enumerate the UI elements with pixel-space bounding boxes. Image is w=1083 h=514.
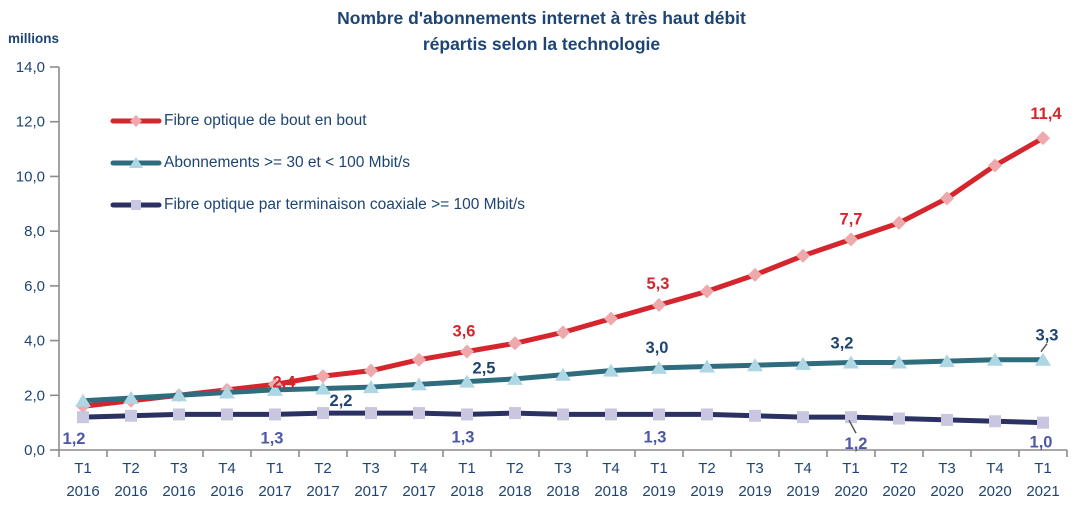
series-2-markers xyxy=(77,407,1049,429)
svg-text:T3: T3 xyxy=(170,460,188,477)
series-0-markers xyxy=(76,131,1050,414)
svg-text:1,3: 1,3 xyxy=(644,428,667,446)
svg-text:T3: T3 xyxy=(554,460,572,477)
legend-swatch-triangle-icon xyxy=(110,157,162,168)
svg-text:6,0: 6,0 xyxy=(24,278,45,295)
svg-text:14,0: 14,0 xyxy=(16,59,45,76)
series-1-markers xyxy=(75,352,1051,407)
legend-label: Fibre optique de bout en bout xyxy=(164,112,367,129)
svg-text:2017: 2017 xyxy=(258,483,291,500)
svg-text:2020: 2020 xyxy=(834,483,867,500)
legend-item-fibre-optique: Fibre optique de bout en bout xyxy=(110,112,525,130)
svg-text:2018: 2018 xyxy=(498,483,531,500)
svg-text:2018: 2018 xyxy=(546,483,579,500)
svg-text:T4: T4 xyxy=(218,460,236,477)
svg-text:T2: T2 xyxy=(506,460,524,477)
svg-text:1,2: 1,2 xyxy=(63,430,86,448)
svg-text:2020: 2020 xyxy=(882,483,915,500)
svg-text:2,5: 2,5 xyxy=(473,360,496,378)
svg-text:8,0: 8,0 xyxy=(24,223,45,240)
svg-text:3,2: 3,2 xyxy=(831,334,854,352)
svg-text:2021: 2021 xyxy=(1026,483,1059,500)
legend-swatch-square-icon xyxy=(110,200,162,210)
svg-text:2,0: 2,0 xyxy=(24,387,45,404)
data-labels: 2,4 3,6 5,3 7,7 11,4 2,2 2,5 3,0 3,2 3,3 1,2 1,3 1,3… xyxy=(63,105,1063,453)
svg-text:T2: T2 xyxy=(314,460,332,477)
svg-text:T3: T3 xyxy=(362,460,380,477)
chart-title-line1: Nombre d'abonnements internet à très hau… xyxy=(337,8,746,28)
svg-text:2019: 2019 xyxy=(738,483,771,500)
legend-item-abonnements-30-100: Abonnements >= 30 et < 100 Mbit/s xyxy=(110,154,525,172)
svg-text:T1: T1 xyxy=(842,460,860,477)
svg-text:2020: 2020 xyxy=(978,483,1011,500)
legend-label: Fibre optique par terminaison coaxiale >… xyxy=(164,196,526,213)
y-axis-unit-label: millions xyxy=(8,31,60,46)
svg-text:2,4: 2,4 xyxy=(273,373,297,391)
svg-text:T1: T1 xyxy=(1034,460,1052,477)
svg-text:1,3: 1,3 xyxy=(261,429,284,447)
svg-text:T4: T4 xyxy=(986,460,1004,477)
axes xyxy=(58,67,1067,451)
legend-label: Abonnements >= 30 et < 100 Mbit/s xyxy=(164,154,411,171)
svg-text:T1: T1 xyxy=(74,460,92,477)
svg-text:2016: 2016 xyxy=(66,483,99,500)
svg-text:2018: 2018 xyxy=(594,483,627,500)
svg-text:2019: 2019 xyxy=(786,483,819,500)
svg-text:0,0: 0,0 xyxy=(24,442,45,459)
svg-text:7,7: 7,7 xyxy=(840,210,863,228)
svg-text:2017: 2017 xyxy=(306,483,339,500)
svg-text:10,0: 10,0 xyxy=(16,168,45,185)
svg-text:5,3: 5,3 xyxy=(647,275,670,293)
svg-text:3,6: 3,6 xyxy=(453,323,476,341)
svg-text:2019: 2019 xyxy=(690,483,723,500)
legend-item-terminaison-coaxiale: Fibre optique par terminaison coaxiale >… xyxy=(110,196,525,214)
svg-text:2019: 2019 xyxy=(642,483,675,500)
svg-text:3,0: 3,0 xyxy=(646,339,669,357)
svg-text:1,2: 1,2 xyxy=(845,435,868,453)
y-axis-ticks: 0,0 2,0 4,0 6,0 8,0 10,0 12,0 14,0 xyxy=(16,59,59,459)
svg-text:2016: 2016 xyxy=(210,483,243,500)
svg-text:T4: T4 xyxy=(410,460,428,477)
svg-text:2018: 2018 xyxy=(450,483,483,500)
svg-text:T3: T3 xyxy=(938,460,956,477)
legend: Fibre optique de bout en bout Abonnement… xyxy=(110,112,525,238)
svg-text:12,0: 12,0 xyxy=(16,114,45,131)
legend-swatch-diamond-icon xyxy=(110,115,162,127)
chart-title: Nombre d'abonnements internet à très hau… xyxy=(0,5,1083,57)
svg-text:T1: T1 xyxy=(650,460,668,477)
svg-text:11,4: 11,4 xyxy=(1030,105,1062,123)
chart-title-line2: répartis selon la technologie xyxy=(422,34,661,54)
svg-text:T2: T2 xyxy=(122,460,140,477)
x-axis-ticks xyxy=(58,450,1068,457)
svg-text:2017: 2017 xyxy=(354,483,387,500)
svg-text:T3: T3 xyxy=(746,460,764,477)
svg-text:2016: 2016 xyxy=(114,483,147,500)
svg-text:4,0: 4,0 xyxy=(24,333,45,350)
x-axis-labels: T1 2016 T2 2016 T3 2016 T4 2016 T1 2017 T2 2017 T3 20… xyxy=(66,460,1059,500)
svg-text:T4: T4 xyxy=(794,460,812,477)
svg-text:2016: 2016 xyxy=(162,483,195,500)
svg-text:T2: T2 xyxy=(698,460,716,477)
svg-text:2020: 2020 xyxy=(930,483,963,500)
svg-text:T2: T2 xyxy=(890,460,908,477)
svg-text:T1: T1 xyxy=(266,460,284,477)
svg-text:1,0: 1,0 xyxy=(1030,434,1053,452)
svg-text:2,2: 2,2 xyxy=(330,392,353,410)
svg-text:T4: T4 xyxy=(602,460,620,477)
svg-text:2017: 2017 xyxy=(402,483,435,500)
svg-text:1,3: 1,3 xyxy=(452,428,475,446)
svg-text:3,3: 3,3 xyxy=(1036,327,1059,345)
svg-text:T1: T1 xyxy=(458,460,476,477)
